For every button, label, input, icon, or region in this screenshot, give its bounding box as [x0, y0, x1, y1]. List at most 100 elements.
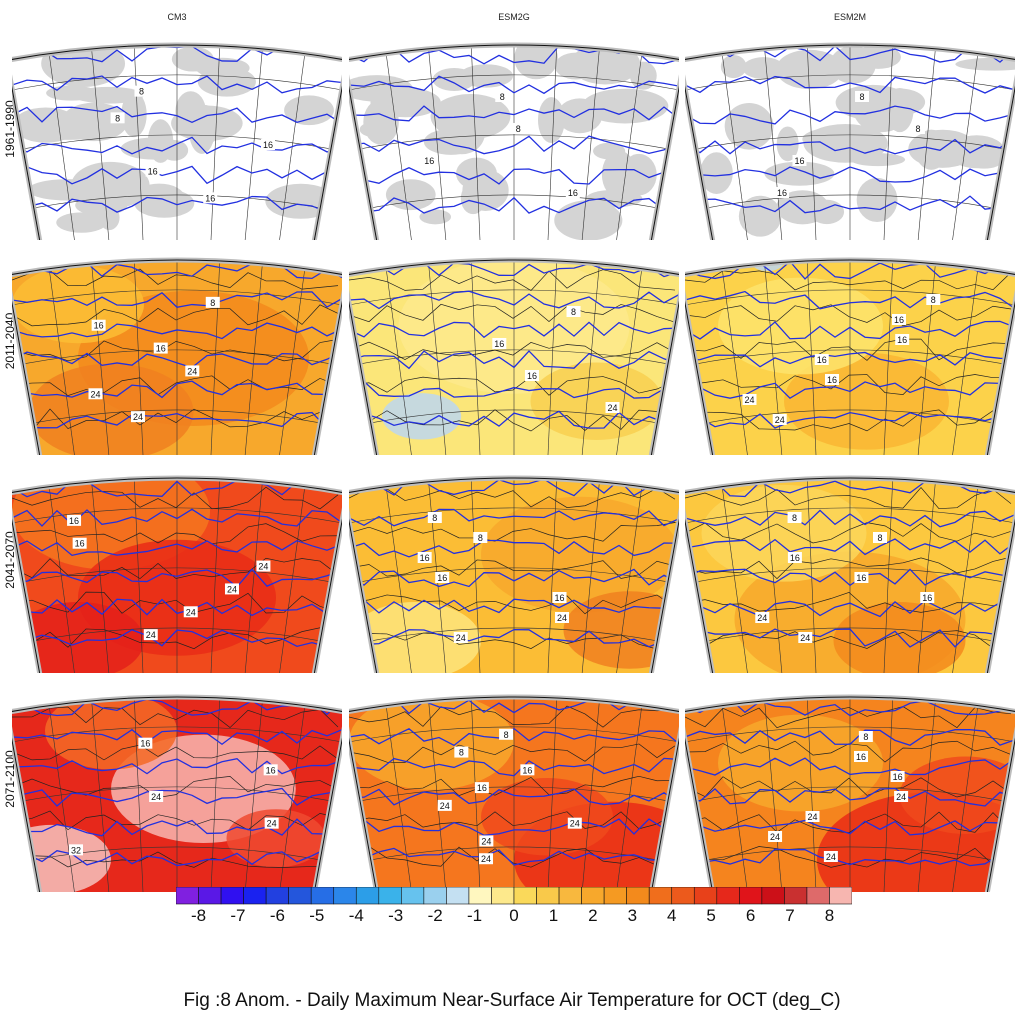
graticule-meridian	[470, 45, 481, 240]
land-mask-patch	[738, 195, 782, 237]
map-frame	[12, 259, 342, 455]
colorbar-tick-label: -6	[269, 906, 285, 925]
contour-label: 16	[524, 370, 539, 381]
isotherm-contour	[349, 697, 679, 715]
isotherm-contour	[349, 539, 679, 558]
contour-label: 8	[926, 294, 941, 305]
contour-label: 16	[263, 764, 278, 776]
figure-caption: Fig :8 Anom. - Daily Maximum Near-Surfac…	[183, 990, 841, 1011]
colorbar-swatch	[401, 887, 425, 905]
coastline-contour	[12, 304, 339, 327]
svg-text:8: 8	[115, 113, 120, 123]
isotherm-contour	[349, 290, 679, 310]
coastline-contour	[12, 591, 339, 614]
colorbar-swatch	[829, 887, 852, 905]
svg-text:16: 16	[922, 593, 932, 603]
svg-text:8: 8	[478, 533, 483, 543]
graticule-meridian	[949, 268, 979, 455]
land-mask-patch	[570, 44, 641, 85]
svg-text:16: 16	[69, 516, 79, 526]
svg-text:8: 8	[931, 295, 936, 305]
svg-text:32: 32	[71, 845, 81, 855]
map-frame	[685, 696, 1015, 892]
contour-label: 8	[427, 512, 442, 523]
anomaly-region	[12, 602, 144, 673]
map-frame	[349, 259, 679, 455]
contour-label: 16	[153, 342, 168, 354]
svg-text:24: 24	[90, 389, 100, 399]
contour-label: 16	[435, 572, 450, 583]
contour-label: 24	[805, 811, 820, 822]
graticule-meridian	[470, 260, 481, 455]
graticule-parallel	[706, 627, 994, 642]
graticule-meridian	[613, 486, 643, 673]
contour-label: 24	[149, 791, 164, 802]
coastline-contour	[349, 594, 676, 615]
contour-label: 8	[454, 746, 469, 758]
coastline-contour	[349, 269, 676, 291]
graticule-meridian	[764, 481, 784, 673]
coastline-contour	[349, 341, 676, 361]
contour-label: 24	[742, 394, 757, 405]
contour-label: 8	[495, 91, 510, 102]
graticule-meridian	[133, 45, 144, 240]
contour-label: 24	[479, 853, 494, 865]
isotherm-contour	[12, 757, 342, 775]
isotherm-contour	[685, 847, 1015, 867]
graticule-meridian	[91, 48, 111, 240]
coastline-contour	[349, 522, 676, 542]
isotherm-contour	[685, 538, 1015, 556]
graticule-meridian	[613, 268, 643, 455]
graticule-meridian	[883, 45, 894, 240]
coastline-contour	[685, 706, 1012, 729]
colorbar-tick-label: -8	[190, 906, 207, 925]
graticule-parallel	[12, 726, 342, 743]
land-mask-patch	[856, 177, 898, 223]
contour-label: 24	[88, 388, 103, 400]
isotherm-contour	[12, 568, 342, 588]
colorbar-swatch	[423, 887, 447, 905]
colorbar-swatch	[355, 887, 380, 905]
graticule-meridian	[91, 263, 111, 455]
contour-label: 16	[814, 354, 829, 365]
map-frame	[685, 44, 1015, 240]
anomaly-region	[833, 602, 966, 673]
graticule-meridian	[276, 486, 306, 673]
svg-text:16: 16	[568, 188, 578, 198]
contour-label: 16	[138, 737, 153, 749]
graticule-meridian	[580, 263, 600, 455]
coastline-contour	[349, 409, 676, 432]
contour-label: 16	[145, 165, 160, 177]
colorbar-tick-label: 5	[706, 906, 716, 925]
isotherm-contour	[349, 196, 679, 215]
isotherm-contour	[685, 698, 1015, 717]
land-mask-patch	[12, 107, 79, 143]
svg-text:24: 24	[807, 812, 817, 822]
isotherm-contour	[685, 136, 1015, 155]
svg-text:16: 16	[437, 573, 447, 583]
colorbar-swatch	[739, 887, 763, 905]
graticule-meridian	[721, 53, 751, 240]
graticule-parallel	[370, 194, 658, 209]
isotherm-contour	[12, 75, 342, 94]
svg-text:16: 16	[817, 355, 827, 365]
coastline-contour	[685, 409, 1012, 432]
coastline-contour	[685, 374, 1012, 395]
isotherm-contour	[12, 195, 342, 213]
svg-text:24: 24	[187, 366, 197, 376]
contour-label: 8	[910, 123, 925, 134]
contour-label: 16	[492, 338, 507, 349]
colorbar-tick-label: 2	[588, 906, 598, 925]
isotherm-contour	[12, 411, 342, 429]
map-panel-esm2g-2071-2100: 8 8 16 16 24 24 24 24	[349, 694, 679, 892]
coastline-contour	[349, 743, 676, 763]
land-mask-patch	[188, 106, 215, 154]
colorbar-tick-label: -3	[388, 906, 404, 925]
isotherm-contour	[12, 351, 342, 369]
coastline-contour	[12, 408, 339, 432]
colorbar-swatch	[333, 887, 357, 905]
column-title-cm3: CM3	[167, 12, 187, 22]
map-panel-esm2g-2041-2070: 8 8 16 16 16 24 24	[349, 475, 679, 673]
isotherm-contour	[685, 105, 1015, 125]
graticule-parallel	[695, 349, 1005, 365]
